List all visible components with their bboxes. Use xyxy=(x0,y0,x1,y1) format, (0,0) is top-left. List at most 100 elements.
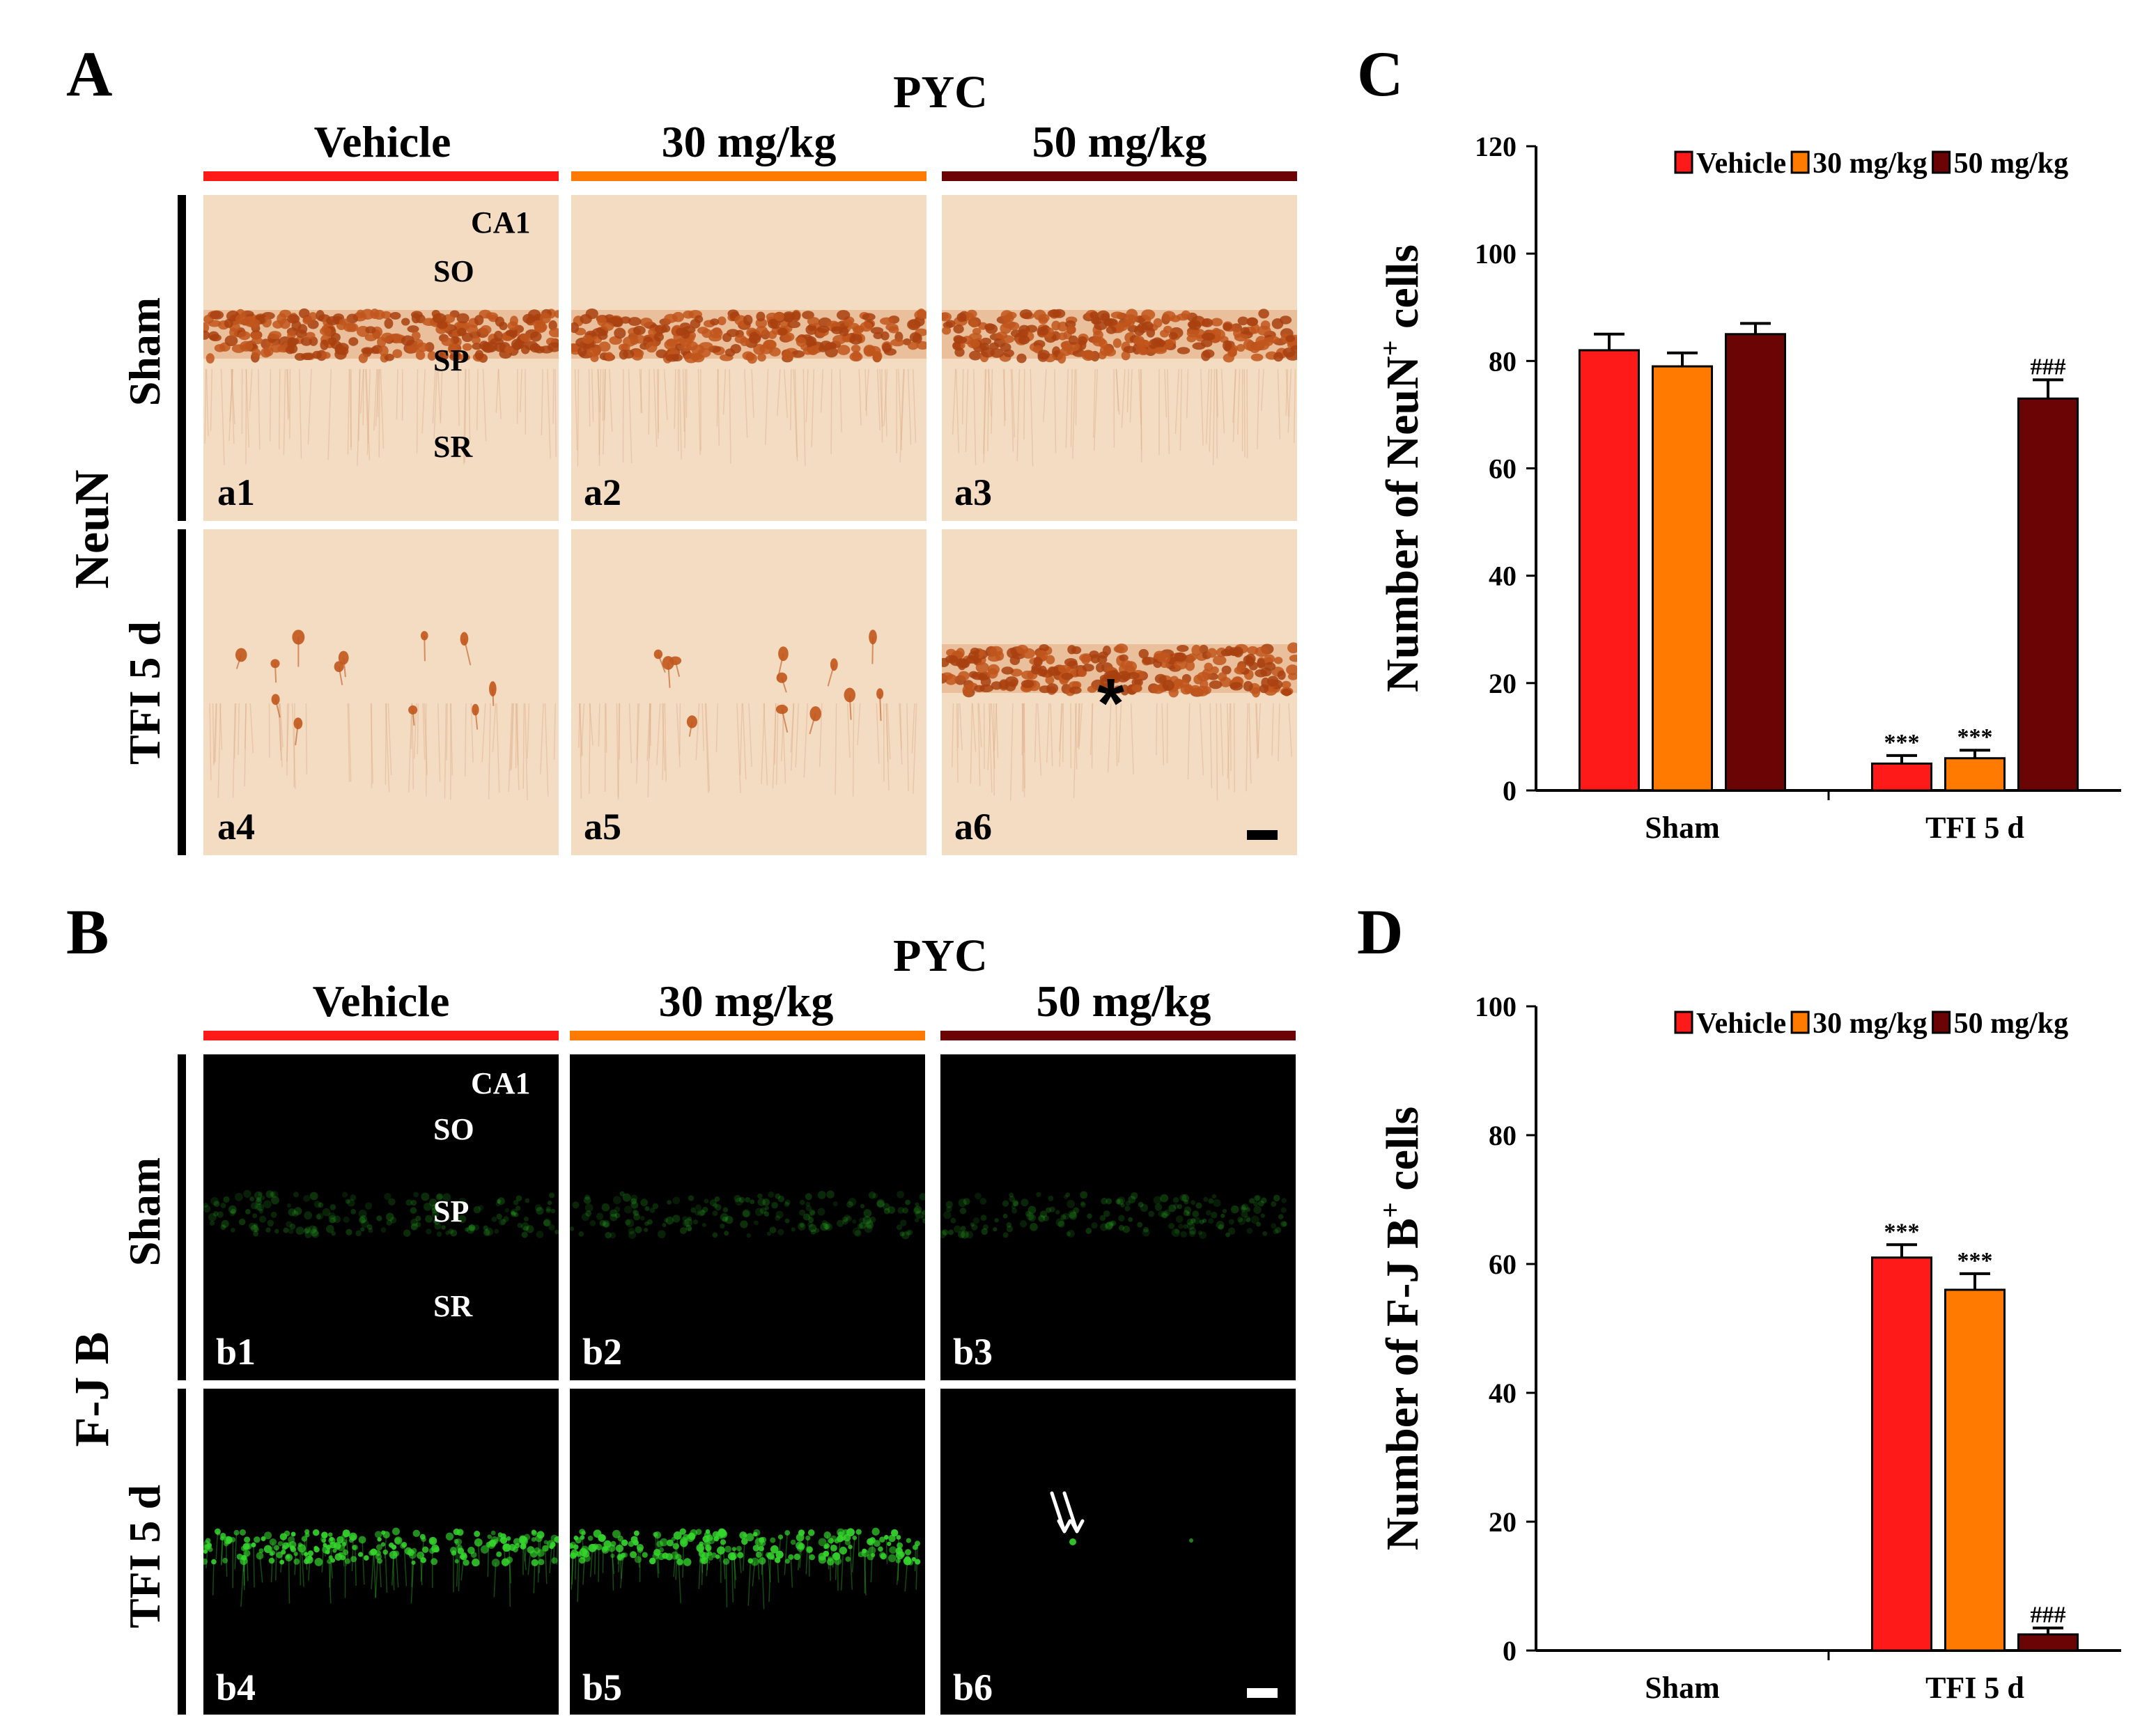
tile-b2 xyxy=(570,1054,925,1380)
y-tick-label: 100 xyxy=(1475,238,1517,270)
error-bar xyxy=(1594,332,1624,350)
significance-label: *** xyxy=(1884,1219,1920,1245)
bar-Vehicle-1 xyxy=(1871,762,1932,792)
significance-label: *** xyxy=(1884,730,1920,756)
tile-a6 xyxy=(942,529,1297,855)
scale-bar-a xyxy=(1247,830,1278,840)
panel-a-group-vehicle: Vehicle xyxy=(313,117,451,166)
scale-bar-b xyxy=(1247,1688,1278,1698)
y-tick-label: 120 xyxy=(1475,131,1517,162)
error-bar xyxy=(1886,754,1917,764)
tile-label-b4: b4 xyxy=(216,1667,256,1708)
y-tick-label: 60 xyxy=(1489,453,1517,485)
panel-a-group-30: 30 mg/kg xyxy=(661,117,837,166)
y-tick-label: 80 xyxy=(1489,345,1517,377)
significance-label: ### xyxy=(2031,354,2066,380)
tile-label-b5: b5 xyxy=(582,1667,623,1708)
chart-neun-count: 0 20 40 60 80 100 120 Number of NeuN+ cells Sham… xyxy=(1374,131,2121,845)
legend-swatch xyxy=(1790,1011,1810,1034)
legend-label: Vehicle xyxy=(1696,148,1786,180)
panel-b-letter: B xyxy=(66,896,109,967)
bar-Vehicle-0 xyxy=(1579,349,1640,792)
tile-label-a4: a4 xyxy=(217,806,255,848)
x-tick-label: Sham xyxy=(1645,1671,1720,1705)
legend-swatch xyxy=(1790,150,1810,174)
panel-a-bar-30 xyxy=(571,171,926,181)
bar-30-mg-kg-1 xyxy=(1944,757,2006,792)
panel-a-layer-so: SO xyxy=(433,254,474,288)
legend-label: 30 mg/kg xyxy=(1813,1008,1928,1040)
y-tick-label: 0 xyxy=(1503,1635,1517,1667)
panel-b-row-tfi: TFI 5 d xyxy=(120,1484,169,1629)
bar-Vehicle-1 xyxy=(1871,1256,1932,1652)
tile-a4 xyxy=(203,529,559,855)
panel-a-drug-title: PYC xyxy=(893,67,988,118)
significance-label: *** xyxy=(1957,1248,1993,1274)
bar-50-mg-kg-0 xyxy=(1725,333,1786,792)
panel-b-rule-sham xyxy=(178,1054,186,1380)
panel-a-stain-label: NeuN xyxy=(65,469,119,589)
x-tick-label: Sham xyxy=(1645,811,1720,845)
panel-a-row-tfi: TFI 5 d xyxy=(120,621,169,765)
panel-b-row-sham: Sham xyxy=(120,1157,169,1267)
tile-label-b2: b2 xyxy=(582,1331,623,1373)
y-tick-label: 100 xyxy=(1475,991,1517,1022)
tile-label-a2: a2 xyxy=(584,471,621,513)
panel-a-group-50: 50 mg/kg xyxy=(1032,117,1207,166)
panel-a-layer-sr: SR xyxy=(433,430,473,464)
panel-c-letter: C xyxy=(1357,38,1404,109)
y-tick-label: 20 xyxy=(1489,668,1517,699)
error-bar xyxy=(1960,1272,1990,1290)
panel-b-layer-so: SO xyxy=(433,1112,474,1146)
y-tick-label: 40 xyxy=(1489,561,1517,592)
panel-b-bar-vehicle xyxy=(203,1031,559,1040)
tile-label-b6: b6 xyxy=(953,1667,993,1708)
y-tick-label: 40 xyxy=(1489,1378,1517,1409)
x-tick-label: TFI 5 d xyxy=(1925,811,2024,845)
panel-a-layer-sp: SP xyxy=(433,343,470,377)
tile-a3 xyxy=(942,195,1297,521)
panel-b-group-50: 50 mg/kg xyxy=(1036,976,1211,1026)
y-tick-label: 0 xyxy=(1503,775,1517,806)
error-bar xyxy=(1667,351,1698,367)
tile-b6 xyxy=(940,1389,1296,1715)
error-bar xyxy=(1740,322,1771,334)
tile-label-b3: b3 xyxy=(953,1331,993,1373)
panel-b-group-30: 30 mg/kg xyxy=(658,976,834,1026)
significance-label: *** xyxy=(1957,724,1993,750)
panel-d-letter: D xyxy=(1357,896,1404,967)
tile-label-a5: a5 xyxy=(584,806,621,848)
tile-label-b1: b1 xyxy=(216,1331,256,1373)
panel-a-bar-50 xyxy=(942,171,1297,181)
error-bar xyxy=(1960,749,1990,758)
asterisk-marker: * xyxy=(1097,664,1124,742)
legend-swatch xyxy=(1674,1011,1693,1034)
panel-b-stain-label: F-J B xyxy=(65,1332,119,1447)
tile-label-a1: a1 xyxy=(217,471,255,513)
panel-b-group-vehicle: Vehicle xyxy=(312,976,450,1026)
bar-50-mg-kg-1 xyxy=(2017,397,2079,792)
panel-b-region-label: CA1 xyxy=(471,1066,531,1100)
bar-50-mg-kg-1 xyxy=(2017,1633,2079,1652)
legend-label: 30 mg/kg xyxy=(1813,148,1928,180)
legend-label: Vehicle xyxy=(1696,1008,1786,1040)
panel-a-rule-sham xyxy=(178,195,186,521)
y-axis-label: Number of F-J B+ cells xyxy=(1374,1107,1428,1551)
tile-b1 xyxy=(203,1054,559,1380)
legend-label: 50 mg/kg xyxy=(1954,148,2069,180)
panel-b-layer-sp: SP xyxy=(433,1194,470,1228)
tile-a1 xyxy=(203,195,559,521)
x-tick-label: TFI 5 d xyxy=(1925,1671,2024,1705)
y-tick-label: 60 xyxy=(1489,1249,1517,1280)
legend-swatch xyxy=(1674,150,1693,174)
tile-b4 xyxy=(203,1389,559,1715)
panel-b-layer-sr: SR xyxy=(433,1289,473,1323)
bar-30-mg-kg-0 xyxy=(1652,365,1713,792)
tile-b5 xyxy=(570,1389,925,1715)
panel-b-drug-title: PYC xyxy=(893,930,988,981)
tile-a5 xyxy=(571,529,926,855)
legend-swatch xyxy=(1932,1011,1951,1034)
panel-a-bar-vehicle xyxy=(203,171,559,181)
legend-label: 50 mg/kg xyxy=(1954,1008,2069,1040)
bar-30-mg-kg-1 xyxy=(1944,1288,2006,1652)
